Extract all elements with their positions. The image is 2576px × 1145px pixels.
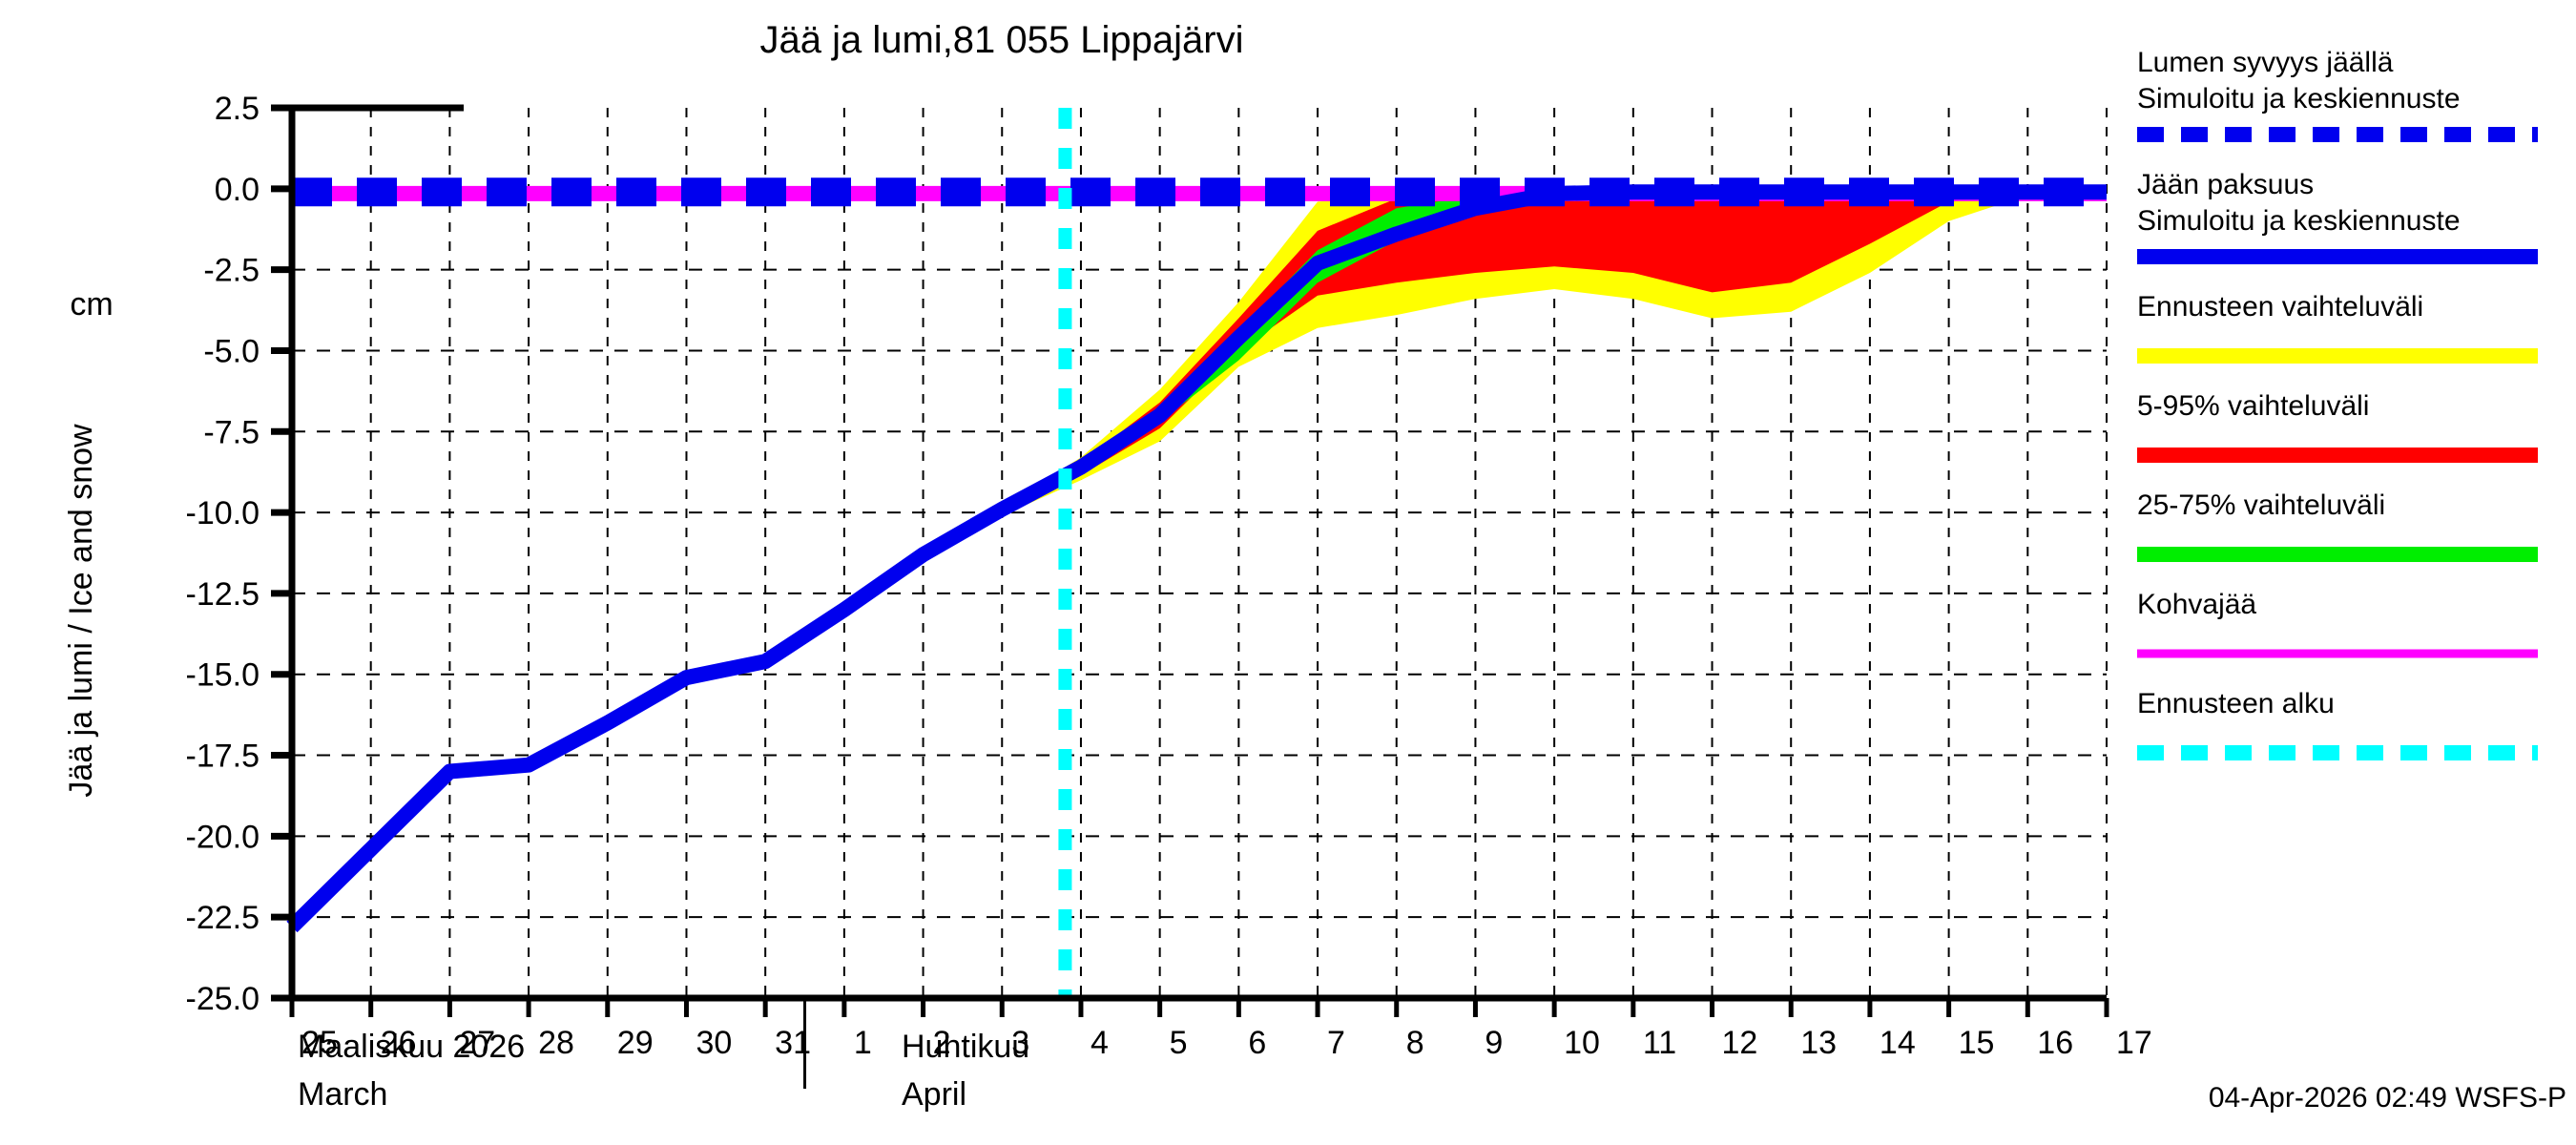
y-axis-label-text: Jää ja lumi / Ice and snow <box>63 424 99 798</box>
chart-legend: Lumen syvyys jäällä Simuloitu ja keskienn… <box>2137 47 2538 760</box>
x-tick-label: 17 <box>2116 1025 2152 1061</box>
y-tick-label: -5.0 <box>203 333 260 369</box>
x-tick-label: 11 <box>1643 1025 1676 1061</box>
x-tick-label: 27 <box>459 1025 495 1061</box>
x-tick-label: 29 <box>617 1025 654 1061</box>
x-tick-label: 5 <box>1170 1025 1188 1061</box>
page-title: Jää ja lumi,81 055 Lippajärvi <box>760 19 1244 61</box>
x-tick-label: 30 <box>696 1025 732 1061</box>
y-tick-label: -15.0 <box>186 657 260 694</box>
x-tick-label: 7 <box>1327 1025 1345 1061</box>
forecast-band <box>1002 195 2028 514</box>
month2-fi: Huhtikuu <box>902 1029 1029 1065</box>
y-tick-label: -7.5 <box>203 414 260 450</box>
x-tick-label: 14 <box>1880 1025 1916 1061</box>
month1-en: March <box>298 1076 387 1113</box>
y-axis-unit-text: cm <box>70 286 113 323</box>
y-tick-label: 0.0 <box>215 172 260 208</box>
y-axis-label: Jää ja lumi / Ice and snow cm <box>63 286 114 798</box>
y-tick-label: -17.5 <box>186 739 260 775</box>
legend-label: 5-95% vaihteluväli <box>2137 390 2369 422</box>
x-tick-label: 6 <box>1248 1025 1266 1061</box>
x-tick-label: 3 <box>1011 1025 1029 1061</box>
x-axis-ticks: 25 26 27 28 29 30 31 1 2 3 4 5 6 7 8 9 10 11 12 13 14 15 16 17 <box>289 998 2152 1089</box>
x-tick-label: 26 <box>381 1025 417 1061</box>
plot-frame <box>288 104 2107 1002</box>
legend-label: Ennusteen alku <box>2137 688 2335 719</box>
y-tick-label: -12.5 <box>186 576 260 613</box>
x-tick-label: 15 <box>1959 1025 1995 1061</box>
timestamp-footer: 04-Apr-2026 02:49 WSFS-P <box>2209 1082 2566 1114</box>
x-tick-label: 9 <box>1485 1025 1503 1061</box>
x-tick-label: 8 <box>1406 1025 1424 1061</box>
legend-sublabel: Simuloitu ja keskiennuste <box>2137 83 2461 114</box>
legend-label: 25-75% vaihteluväli <box>2137 489 2385 521</box>
legend-label: Lumen syvyys jäällä <box>2137 47 2394 78</box>
legend-sublabel: Simuloitu ja keskiennuste <box>2137 205 2461 237</box>
x-tick-label: 4 <box>1091 1025 1109 1061</box>
x-tick-label: 2 <box>933 1025 951 1061</box>
x-tick-label: 1 <box>854 1025 872 1061</box>
series-ice-thickness <box>286 184 2107 933</box>
y-tick-label: 2.5 <box>215 91 260 127</box>
month1-fi: Maaliskuu 2026 <box>298 1029 525 1065</box>
x-tick-label: 28 <box>538 1025 574 1061</box>
y-tick-label: -25.0 <box>186 981 260 1017</box>
x-tick-label: 10 <box>1564 1025 1600 1061</box>
y-tick-label: -10.0 <box>186 495 260 531</box>
x-tick-label: 12 <box>1722 1025 1758 1061</box>
data-series <box>286 177 2107 933</box>
x-tick-label: 25 <box>301 1025 338 1061</box>
x-tick-label: 16 <box>2037 1025 2073 1061</box>
month2-en: April <box>902 1076 966 1113</box>
legend-label: Kohvajää <box>2137 589 2256 620</box>
y-tick-label: -22.5 <box>186 900 260 936</box>
legend-label: Ennusteen vaihteluväli <box>2137 291 2423 323</box>
legend-label: Jään paksuus <box>2137 169 2314 200</box>
y-tick-label: -2.5 <box>203 253 260 289</box>
y-axis-ticks: 2.5 0.0 -2.5 -5.0 -7.5 -10.0 -12.5 -15.0 -17.5 -2… <box>186 91 292 1017</box>
x-tick-label: 13 <box>1800 1025 1837 1061</box>
y-tick-label: -20.0 <box>186 819 260 855</box>
month-labels: Maaliskuu 2026 March Huhtikuu April <box>298 1029 1029 1113</box>
